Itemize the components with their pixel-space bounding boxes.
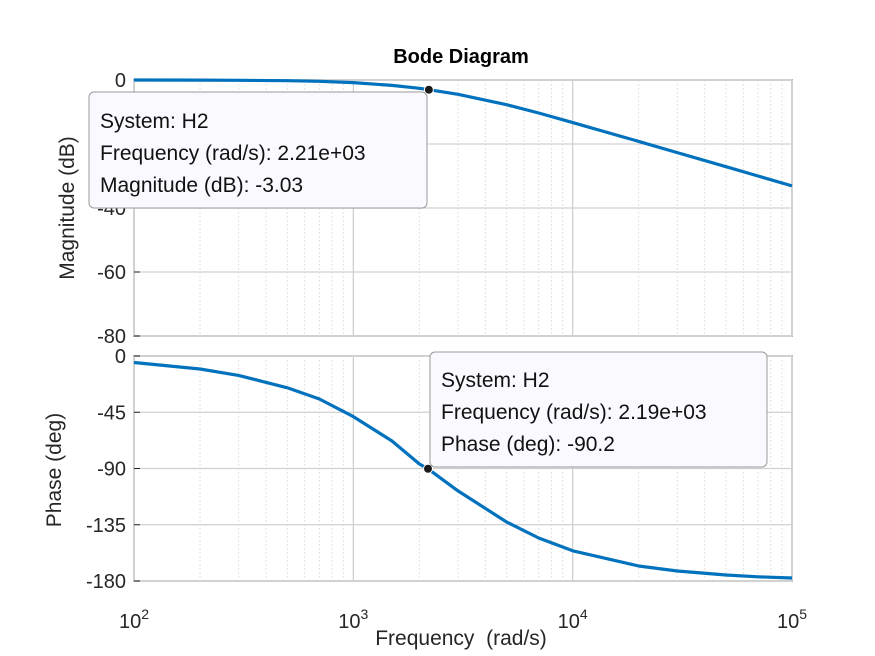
y-tick-label: 0 [115, 346, 126, 368]
phase-y-ticks: 0 -45 -90 -135 -180 [86, 346, 140, 593]
y-tick-label: 0 [115, 70, 126, 92]
phase-datatip-frequency: Frequency (rad/s): 2.19e+03 [441, 401, 707, 424]
magnitude-datatip[interactable]: System: H2 Frequency (rad/s): 2.21e+03 M… [88, 91, 428, 209]
y-tick-label: -180 [86, 571, 126, 593]
y-tick-label: -45 [97, 402, 126, 424]
magnitude-y-label: Magnitude (dB) [56, 136, 79, 280]
phase-datatip-system: System: H2 [441, 369, 550, 392]
phase-y-label: Phase (deg) [43, 413, 66, 527]
y-tick-label: -80 [97, 326, 126, 348]
magnitude-datatip-frequency: Frequency (rad/s): 2.21e+03 [100, 142, 366, 165]
phase-curve [133, 360, 793, 580]
magnitude-datatip-system: System: H2 [100, 110, 209, 133]
x-axis-label: Frequency (rad/s) [375, 627, 547, 650]
magnitude-datatip-marker[interactable] [423, 84, 434, 95]
magnitude-panel: 0-20-40-60-80 Magnitude (dB) System: H2 … [56, 70, 793, 348]
phase-datatip-value: Phase (deg): -90.2 [441, 433, 615, 456]
x-tick-label: 102 [119, 606, 149, 633]
x-tick-labels: 102 103 104 105 [119, 606, 807, 633]
x-tick-label: 105 [777, 606, 807, 633]
phase-datatip-marker[interactable] [423, 463, 434, 474]
magnitude-datatip-box [88, 91, 428, 209]
y-tick-label: -135 [86, 515, 126, 537]
phase-datatip[interactable]: System: H2 Frequency (rad/s): 2.19e+03 P… [429, 351, 768, 468]
x-tick-label: 104 [558, 606, 588, 633]
chart-title: Bode Diagram [393, 46, 529, 68]
y-tick-label: -60 [97, 262, 126, 284]
y-tick-label: -90 [97, 459, 126, 481]
magnitude-curve [133, 78, 793, 188]
magnitude-datatip-value: Magnitude (dB): -3.03 [100, 174, 303, 197]
x-tick-label: 103 [338, 606, 368, 633]
phase-datatip-box [429, 351, 768, 468]
phase-panel: 0 -45 -90 -135 -180 Phase (deg) System: H2 F… [43, 346, 793, 593]
